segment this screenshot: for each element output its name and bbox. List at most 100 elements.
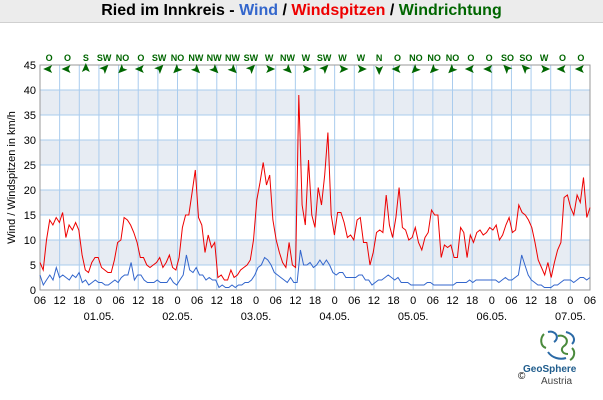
direction-label: O <box>137 53 144 63</box>
direction-arrow-head <box>411 64 421 74</box>
date-label: 04.05. <box>319 311 350 323</box>
y-tick-label: 20 <box>24 185 36 197</box>
direction-label: SO <box>501 53 514 63</box>
direction-arrow <box>556 65 566 73</box>
direction-arrow <box>357 65 367 73</box>
x-tick-label: 18 <box>466 295 478 307</box>
date-label: 01.05. <box>84 311 115 323</box>
direction-label: SW <box>152 53 167 63</box>
y-axis-label: Wind / Windspitzen in km/h <box>6 111 18 244</box>
direction-arrow-head <box>209 64 219 74</box>
x-tick-label: 18 <box>230 295 242 307</box>
x-tick-label: 0 <box>489 295 495 307</box>
direction-arrow <box>209 64 219 74</box>
direction-label: W <box>338 53 347 63</box>
x-tick-label: 12 <box>132 295 144 307</box>
direction-label: W <box>540 53 549 63</box>
direction-arrow-head <box>154 64 164 74</box>
x-tick-label: 12 <box>525 295 537 307</box>
direction-arrow <box>266 65 276 73</box>
x-tick-label: 18 <box>387 295 399 307</box>
x-tick-label: 12 <box>54 295 66 307</box>
direction-label: SW <box>244 53 259 63</box>
x-tick-label: 06 <box>584 295 596 307</box>
y-tick-label: 25 <box>24 160 36 172</box>
x-tick-label: 06 <box>348 295 360 307</box>
direction-label: S <box>83 53 89 63</box>
direction-arrow-head <box>503 64 513 74</box>
direction-arrow-head <box>521 64 531 74</box>
y-tick-label: 30 <box>24 135 36 147</box>
date-label: 03.05. <box>241 311 272 323</box>
direction-arrow-head <box>357 65 367 73</box>
x-tick-label: 06 <box>427 295 439 307</box>
direction-arrow-head <box>134 65 144 73</box>
direction-arrow <box>173 64 183 74</box>
direction-arrow-head <box>43 65 53 73</box>
direction-arrow-head <box>448 64 458 74</box>
direction-arrow-head <box>541 65 551 73</box>
direction-arrow <box>521 64 531 74</box>
title-separator: / <box>278 2 292 19</box>
direction-arrow <box>118 64 128 74</box>
direction-arrow <box>429 64 440 74</box>
x-tick-label: 12 <box>289 295 301 307</box>
title-separator: - <box>224 2 240 19</box>
direction-label: NO <box>171 53 185 63</box>
direction-arrow <box>375 66 384 75</box>
direction-arrow-head <box>190 64 201 74</box>
direction-arrow <box>411 64 421 74</box>
wind-line <box>39 249 591 289</box>
direction-arrow <box>574 65 584 73</box>
direction-label: W <box>302 53 311 63</box>
direction-label: NO <box>409 53 423 63</box>
plot-frame <box>39 64 591 291</box>
title-direction: Windrichtung <box>398 2 502 19</box>
direction-arrow <box>483 65 493 73</box>
direction-label: O <box>394 53 401 63</box>
x-tick-label: 0 <box>174 295 180 307</box>
direction-label: NW <box>188 53 203 63</box>
direction-arrow <box>190 64 201 74</box>
direction-arrow-head <box>118 64 128 74</box>
direction-arrow-head <box>319 64 329 74</box>
direction-arrow-head <box>556 65 566 73</box>
direction-label: O <box>64 53 71 63</box>
direction-label: NO <box>116 53 130 63</box>
direction-label: NO <box>427 53 441 63</box>
title-station: Ried im Innkreis <box>101 2 225 19</box>
direction-arrow <box>134 65 144 73</box>
x-tick-label: 18 <box>545 295 557 307</box>
direction-arrow-head <box>227 64 237 74</box>
y-tick-label: 45 <box>24 60 36 72</box>
x-tick-label: 12 <box>368 295 380 307</box>
date-label: 02.05. <box>162 311 193 323</box>
direction-arrow <box>245 64 256 74</box>
direction-arrow-head <box>61 65 71 73</box>
direction-arrow <box>227 64 237 74</box>
direction-label: O <box>467 53 474 63</box>
chart-title: Ried im Innkreis - Wind / Windspitzen / … <box>0 0 603 23</box>
x-tick-label: 18 <box>309 295 321 307</box>
direction-arrow <box>448 64 458 74</box>
direction-arrow-head <box>464 65 474 73</box>
direction-label: O <box>486 53 493 63</box>
direction-arrow <box>464 65 474 73</box>
x-tick-label: 12 <box>211 295 223 307</box>
direction-arrow <box>391 65 401 73</box>
x-tick-label: 0 <box>253 295 259 307</box>
date-label: 05.05. <box>398 311 429 323</box>
logo-country: Austria <box>541 376 573 387</box>
x-tick-label: 06 <box>270 295 282 307</box>
x-tick-label: 18 <box>152 295 164 307</box>
direction-label: W <box>265 53 274 63</box>
x-tick-label: 0 <box>567 295 573 307</box>
geosphere-logo <box>540 330 576 361</box>
direction-arrow-head <box>282 64 292 74</box>
direction-label: O <box>46 53 53 63</box>
direction-arrow-head <box>339 65 349 73</box>
direction-arrow-head <box>375 66 384 75</box>
direction-label: W <box>357 53 366 63</box>
direction-arrow <box>541 65 551 73</box>
direction-label: SW <box>317 53 332 63</box>
